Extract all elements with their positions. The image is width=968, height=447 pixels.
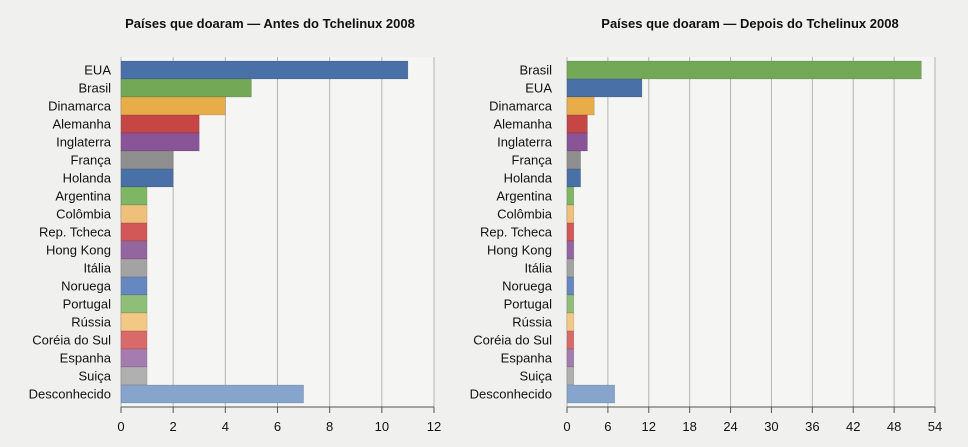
bar-colombia (566, 204, 575, 224)
category-label: Itália (525, 261, 553, 276)
x-tick-label: 42 (846, 419, 860, 434)
category-label: Alemanha (52, 117, 111, 132)
category-label: Rússia (71, 315, 112, 330)
category-label: Desconhecido (29, 387, 111, 402)
category-label: Coréia do Sul (32, 333, 111, 348)
bar-hong-kong (566, 240, 575, 260)
category-label: Dinamarca (489, 99, 553, 114)
category-label: Dinamarca (48, 99, 112, 114)
bar-holanda (566, 168, 581, 188)
category-label: Colômbia (497, 207, 553, 222)
x-tick-label: 6 (604, 419, 611, 434)
category-label: Noruega (502, 279, 553, 294)
category-label: Argentina (55, 189, 111, 204)
category-label: Portugal (63, 297, 112, 312)
category-label: Alemanha (493, 117, 552, 132)
bar-eua (120, 60, 409, 80)
category-label: EUA (84, 63, 111, 78)
x-tick-label: 0 (117, 419, 124, 434)
category-label: Desconhecido (470, 387, 552, 402)
category-label: Rep. Tcheca (39, 225, 112, 240)
category-label: Portugal (504, 297, 553, 312)
bar-noruega (566, 276, 575, 296)
chart-title: Países que doaram — Depois do Tchelinux … (601, 16, 898, 31)
category-label: Holanda (63, 171, 112, 186)
bar-desconhecido (120, 384, 304, 404)
bar-russia (566, 312, 575, 332)
x-tick-label: 4 (222, 419, 229, 434)
bar-suica (566, 366, 575, 386)
x-tick-label: 12 (642, 419, 656, 434)
category-label: Argentina (496, 189, 552, 204)
category-label: Hong Kong (46, 243, 111, 258)
category-label: Suiça (519, 369, 552, 384)
x-tick-label: 18 (682, 419, 696, 434)
x-tick-label: 36 (805, 419, 819, 434)
bar-dinamarca (566, 96, 595, 116)
x-tick-label: 8 (326, 419, 333, 434)
bar-italia (566, 258, 575, 278)
category-label: França (71, 153, 112, 168)
chart-title: Países que doaram — Antes do Tchelinux 2… (125, 16, 415, 31)
category-label: França (512, 153, 553, 168)
bar-brasil (566, 60, 922, 80)
x-tick-label: 24 (723, 419, 737, 434)
bar-coreia-do-sul (566, 330, 575, 350)
category-label: Colômbia (56, 207, 112, 222)
x-tick-label: 2 (170, 419, 177, 434)
bar-portugal (566, 294, 575, 314)
bar-eua (566, 78, 643, 98)
bar-rep-tcheca (566, 222, 575, 242)
category-label: Coréia do Sul (473, 333, 552, 348)
x-tick-label: 6 (274, 419, 281, 434)
category-label: Noruega (61, 279, 112, 294)
category-label: Espanha (60, 351, 112, 366)
bar-argentina (566, 186, 575, 206)
bar-espanha (566, 348, 575, 368)
category-label: Inglaterra (497, 135, 553, 150)
category-label: EUA (525, 81, 552, 96)
bar-inglaterra (566, 132, 588, 152)
category-label: Rússia (512, 315, 553, 330)
x-tick-label: 0 (563, 419, 570, 434)
category-label: Suiça (78, 369, 111, 384)
category-label: Inglaterra (56, 135, 112, 150)
x-tick-label: 30 (764, 419, 778, 434)
category-label: Hong Kong (487, 243, 552, 258)
category-label: Espanha (501, 351, 553, 366)
category-label: Brasil (519, 63, 552, 78)
category-label: Rep. Tcheca (480, 225, 553, 240)
x-tick-label: 12 (427, 419, 441, 434)
x-tick-label: 48 (887, 419, 901, 434)
bar-franca (566, 150, 581, 170)
category-label: Itália (84, 261, 112, 276)
bar-alemanha (566, 114, 588, 134)
x-tick-label: 10 (375, 419, 389, 434)
plot-area (567, 57, 935, 407)
bar-desconhecido (566, 384, 616, 404)
category-label: Holanda (504, 171, 553, 186)
x-tick-label: 54 (928, 419, 942, 434)
category-label: Brasil (78, 81, 111, 96)
